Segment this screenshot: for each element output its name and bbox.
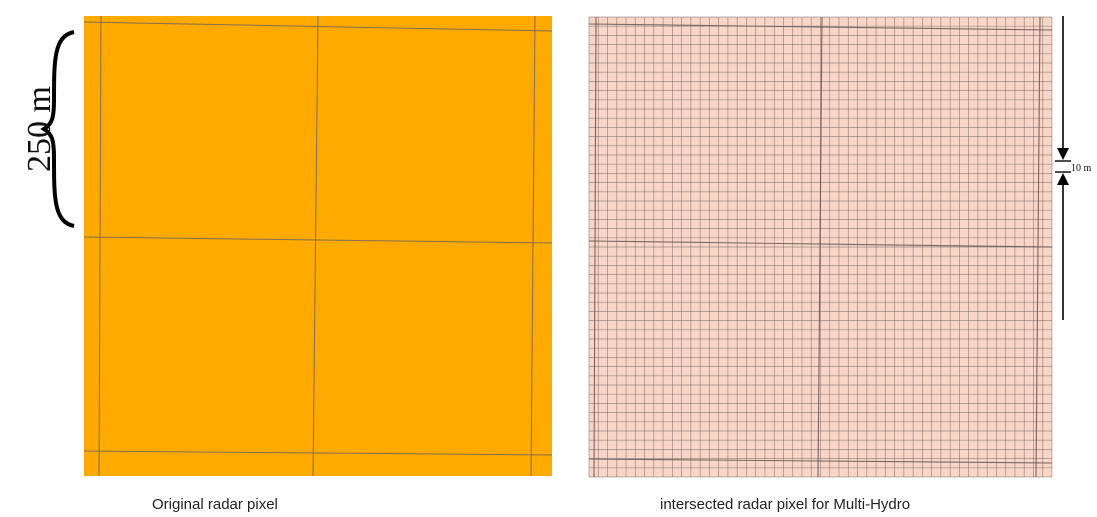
intersected-radar-pixel-panel (588, 16, 1053, 478)
fine-grid (588, 16, 1053, 478)
grid-line-v (98, 15, 102, 477)
intersected-pixel-caption: intersected radar pixel for Multi-Hydro (660, 496, 911, 513)
curly-brace-icon (40, 30, 75, 228)
fine-scale-indicator: 10 m (1055, 16, 1092, 320)
up-arrow-icon (1057, 173, 1069, 185)
original-pixel-background (84, 16, 552, 476)
coarse-scale-label: 250 m (21, 86, 58, 172)
coarse-scale-indicator: 250 m (21, 30, 75, 228)
coarse-grid-line-v (1035, 16, 1041, 478)
coarse-grid (588, 16, 1053, 478)
coarse-grid-line-v (593, 16, 597, 478)
fine-scale-label: 10 m (1071, 163, 1092, 174)
coarse-grid-line-h (588, 23, 1053, 31)
original-radar-pixel-panel (83, 15, 553, 477)
grid-line-v (312, 15, 319, 477)
coarse-grid-line-v (817, 16, 823, 478)
grid-line-h (83, 236, 553, 244)
down-arrow-icon (1057, 148, 1069, 160)
coarse-grid-line-h (588, 458, 1053, 464)
original-pixel-caption: Original radar pixel (152, 496, 278, 513)
grid-line-v (530, 15, 536, 477)
original-pixel-grid (83, 15, 553, 477)
grid-line-h (83, 450, 553, 456)
